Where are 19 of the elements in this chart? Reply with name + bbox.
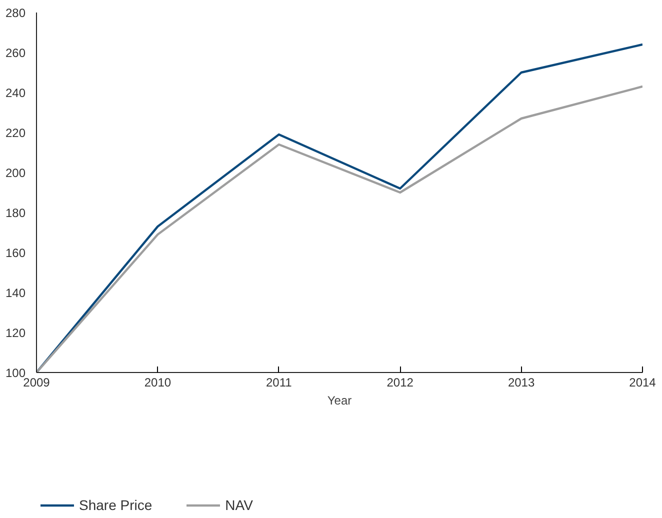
x-axis-title: Year [327, 394, 352, 408]
y-tick-label: 260 [5, 46, 26, 60]
legend-label: Share Price [79, 497, 152, 513]
y-tick-label: 180 [5, 206, 26, 220]
y-tick-label: 100 [5, 366, 26, 380]
x-tick-label: 2009 [23, 376, 50, 390]
y-tick-label: 280 [5, 6, 26, 20]
legend-label: NAV [225, 497, 253, 513]
y-tick-label: 200 [5, 166, 26, 180]
y-tick-label: 140 [5, 286, 26, 300]
x-tick-label: 2012 [386, 376, 414, 390]
y-tick-label: 120 [5, 326, 26, 340]
x-tick-label: 2011 [266, 376, 292, 390]
x-tick-label: 2010 [144, 376, 172, 390]
y-tick-label: 240 [5, 86, 26, 100]
x-tick-label: 2013 [508, 376, 535, 390]
y-tick-label: 160 [5, 246, 26, 260]
x-tick-label: 2014 [629, 376, 656, 390]
y-tick-label: 220 [5, 126, 26, 140]
